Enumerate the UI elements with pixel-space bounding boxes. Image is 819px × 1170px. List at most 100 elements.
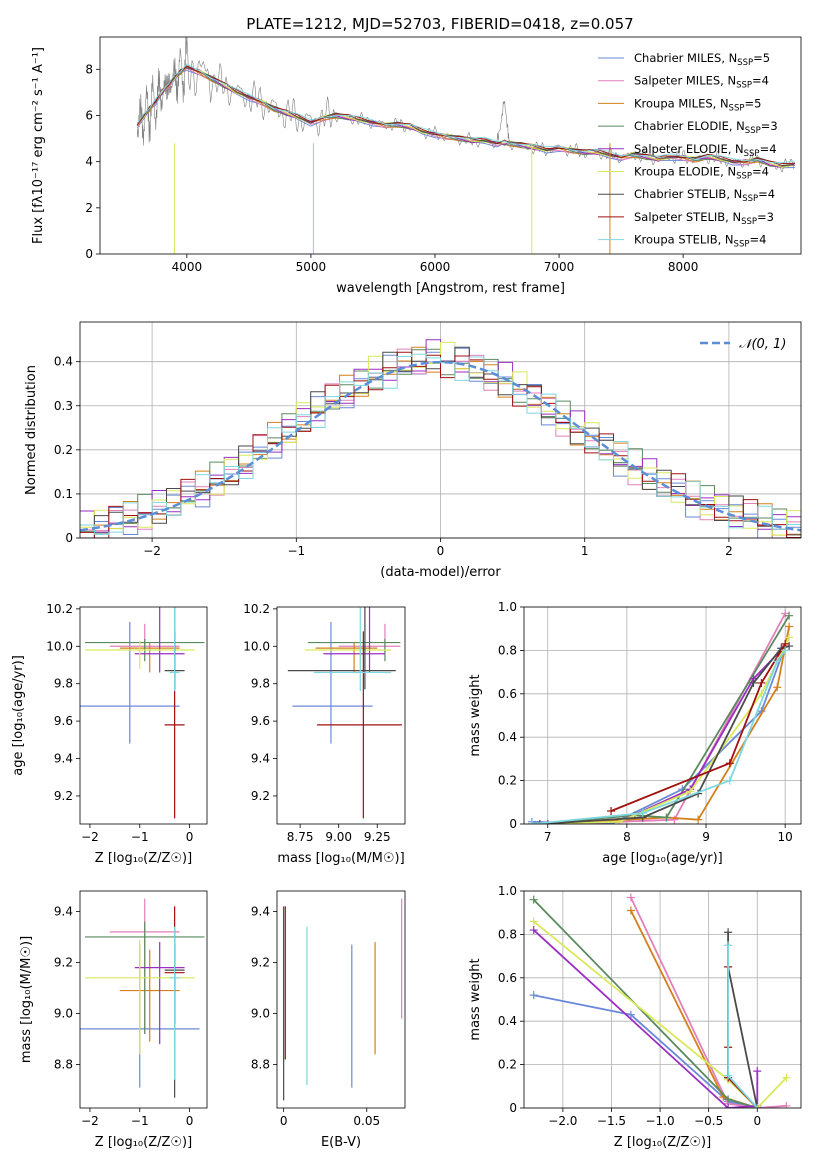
residuals-plot [80, 339, 801, 538]
x-tick-label: −2 [143, 544, 161, 558]
y-tick-label: 0.3 [54, 399, 73, 413]
legend-subscript: SSP [745, 126, 761, 136]
weight_vs_age-plot [527, 609, 794, 824]
weight-marker [626, 1010, 635, 1019]
x-tick-label: 8000 [668, 260, 699, 274]
x-tick-label: 0 [280, 1114, 288, 1128]
legend-subscript: SSP [734, 240, 750, 250]
y-tick-label: 0.4 [498, 1014, 517, 1028]
x-tick-label: 0 [186, 1114, 194, 1128]
age_vs_mass-frame [276, 606, 406, 825]
weight-marker [757, 678, 766, 687]
x-tick-label: −2 [81, 830, 99, 844]
legend-subscript: SSP [741, 217, 757, 227]
weight-marker [724, 941, 733, 950]
y-tick-label: 9.6 [54, 714, 73, 728]
y-tick-label: 0.6 [498, 971, 517, 985]
y-tick-label: 0 [85, 247, 93, 261]
weight-marker [607, 806, 616, 815]
weight_vs_Z-xlabel: Z [log₁₀(Z/Z☉)] [614, 1135, 711, 1150]
legend-subscript: SSP [736, 172, 752, 182]
weight-marker [638, 809, 647, 818]
y-tick-label: 4 [85, 155, 93, 169]
weight-line-4 [533, 929, 759, 1108]
x-tick-label: −1.0 [645, 1114, 674, 1128]
weight-marker [724, 928, 733, 937]
normal-curve [80, 360, 801, 532]
weight-marker [782, 1101, 791, 1108]
weight_vs_Z-frame [523, 890, 802, 1109]
weight-marker [725, 776, 734, 785]
y-tick-label: 9.0 [251, 1007, 270, 1021]
legend-label-8: Kroupa STELIB, NSSP=4 [634, 233, 766, 250]
y-tick-label: 0.4 [54, 355, 73, 369]
legend-value: =5 [753, 51, 770, 65]
weight-marker [785, 622, 794, 631]
weight-marker [662, 813, 671, 822]
weight-marker [785, 611, 794, 620]
weight-marker [773, 657, 782, 666]
weight-marker [724, 1071, 733, 1080]
legend-subscript: SSP [742, 194, 758, 204]
weight_vs_age-xlabel: age [log₁₀(age/yr)] [602, 851, 723, 866]
age_vs_mass-xlabel: mass [log₁₀(M/M☉)] [277, 851, 404, 866]
y-tick-label: 0.6 [498, 687, 517, 701]
x-tick-label: 0 [186, 830, 194, 844]
weight-marker [686, 787, 695, 796]
weight-line-7 [610, 643, 786, 812]
x-tick-label: 9 [702, 830, 710, 844]
residuals-xlabel: (data-model)/error [380, 565, 501, 580]
weight-marker [529, 895, 538, 904]
y-tick-label: 9.2 [251, 789, 270, 803]
weight-marker [724, 1095, 733, 1104]
y-tick-label: 9.8 [251, 677, 270, 691]
weight-marker [535, 820, 544, 824]
weight-line-1 [630, 897, 787, 1108]
y-tick-label: 8.8 [54, 1058, 73, 1072]
mass_vs_Z-ylabel: mass [log₁₀(M/M☉)] [19, 936, 34, 1063]
x-tick-label: −2 [81, 1114, 99, 1128]
weight-marker [670, 815, 679, 824]
weight-marker [626, 893, 635, 902]
histogram-7 [80, 351, 801, 538]
weight-marker [529, 926, 538, 935]
x-tick-label: 4000 [172, 260, 203, 274]
y-tick-label: 9.0 [54, 1007, 73, 1021]
x-tick-label: −1 [131, 1114, 149, 1128]
legend-normal-label: 𝒩(0, 1) [739, 337, 786, 352]
x-tick-label: 6000 [420, 260, 451, 274]
weight-marker [785, 633, 794, 642]
weight-marker [753, 1104, 762, 1108]
legend-label-3: Chabrier ELODIE, NSSP=3 [634, 119, 778, 136]
weight_vs_age-frame [523, 606, 802, 825]
legend-label-5: Kroupa ELODIE, NSSP=4 [634, 165, 769, 182]
y-tick-label: 9.2 [54, 955, 73, 969]
weight-marker [773, 683, 782, 692]
residuals-frame [79, 321, 802, 539]
weight-marker [527, 820, 536, 824]
y-tick-label: 0 [509, 817, 517, 831]
x-tick-label: 7000 [544, 260, 575, 274]
mass_vs_Z-frame [79, 890, 208, 1109]
weight-line-2 [547, 626, 790, 824]
legend-value: =4 [749, 233, 766, 247]
legend-value: =5 [744, 96, 761, 110]
model-line-6 [136, 67, 795, 166]
legend-label-6: Chabrier STELIB, NSSP=4 [634, 187, 775, 204]
x-tick-label: 7 [544, 830, 552, 844]
legend-value: =4 [760, 142, 777, 156]
y-tick-label: 10.0 [243, 639, 270, 653]
y-tick-label: 0.2 [54, 443, 73, 457]
mass_vs_Z-axes: −2 −1 0 8.8 9.0 9.2 9.4 [54, 904, 193, 1128]
y-tick-label: 0 [65, 531, 73, 545]
legend-label-7: Salpeter STELIB, NSSP=3 [634, 210, 774, 227]
age_vs_Z-ylabel: age [log₁₀(age/yr)] [11, 655, 26, 776]
mass_vs_Z-plot [80, 898, 205, 1098]
weight-marker [543, 820, 552, 824]
legend-subscript: SSP [737, 58, 753, 68]
legend-subscript: SSP [744, 149, 760, 159]
y-tick-label: 9.2 [251, 955, 270, 969]
spectrum-axes: 4000 5000 6000 7000 8000 0 2 4 6 8 [85, 62, 698, 274]
mass_vs_ebv-frame [276, 890, 406, 1109]
y-tick-label: 0 [509, 1101, 517, 1115]
